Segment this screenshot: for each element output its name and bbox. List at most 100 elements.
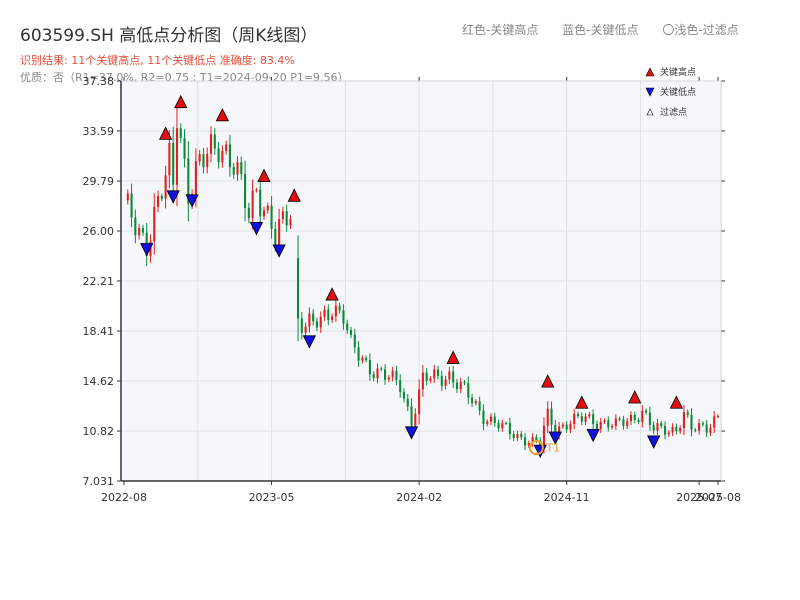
candle-body: [614, 418, 617, 426]
chart-title: 603599.SH 高低点分析图（周K线图）: [20, 26, 318, 46]
candle-body: [289, 218, 292, 226]
candle-body: [164, 175, 167, 199]
candle-body: [478, 401, 481, 411]
legend-low-label: 关键低点: [660, 86, 696, 98]
candle-body: [489, 416, 493, 422]
x-tick-label: 2022-08: [101, 491, 147, 504]
candle-body: [308, 313, 311, 327]
candle-body: [448, 371, 451, 380]
candle-body: [599, 421, 602, 429]
x-tick-label: 2025-08: [695, 491, 741, 504]
key-high-marker: [541, 374, 555, 388]
candle-body: [296, 258, 300, 319]
markers: T1: [140, 94, 684, 459]
candle-body: [440, 375, 443, 386]
candle-body: [508, 423, 511, 435]
legend-filtered-icon: [646, 108, 654, 116]
candle-body: [183, 137, 186, 159]
candle-body: [709, 427, 712, 433]
candle-body: [607, 420, 610, 428]
candle-body: [266, 205, 269, 211]
candle-body: [202, 154, 205, 168]
key-low-marker: [586, 428, 600, 443]
candle-body: [561, 424, 564, 427]
candle-body: [391, 370, 394, 378]
candle-body: [629, 414, 633, 422]
candle-body: [618, 418, 621, 420]
top-legend-low: 蓝色-关键低点: [562, 23, 639, 37]
candle-body: [686, 412, 689, 415]
candle-body: [240, 162, 243, 175]
key-low-marker: [249, 222, 264, 236]
candle-body: [179, 128, 182, 138]
candle-body: [531, 437, 534, 444]
candle-body: [372, 374, 375, 379]
candle-body: [244, 174, 247, 208]
candle-body: [304, 326, 307, 333]
candle-body: [342, 310, 345, 324]
candle-body: [217, 148, 220, 163]
candle-body: [368, 360, 371, 375]
candle-body: [421, 372, 424, 390]
candle-body: [160, 195, 163, 199]
candle-body: [425, 372, 428, 381]
candle-body: [187, 158, 190, 204]
candle-body: [141, 227, 144, 233]
key-low-marker: [166, 190, 180, 204]
candle-body: [565, 424, 568, 430]
candle-body: [194, 161, 197, 195]
candle-body: [611, 425, 614, 428]
result-summary: 识别结果: 11个关键高点, 11个关键低点 准确度: 83.4%: [20, 54, 295, 67]
candle-body: [444, 379, 447, 386]
legend-filtered-label: 过滤点: [660, 106, 687, 118]
candle-body: [410, 406, 413, 426]
candle-body: [671, 426, 674, 433]
candle-body: [319, 316, 322, 328]
x-tick-label: 2024-02: [396, 491, 442, 504]
candle-body: [645, 410, 648, 413]
candle-body: [357, 347, 360, 361]
key-low-marker: [647, 435, 661, 449]
key-high-marker: [215, 108, 230, 122]
candle-body: [334, 305, 337, 317]
candle-body: [138, 227, 141, 236]
key-high-marker: [174, 94, 188, 109]
candle-body: [633, 414, 636, 420]
candle-body: [694, 429, 697, 431]
candle-body: [130, 193, 133, 218]
candle-body: [323, 309, 326, 317]
candle-body: [209, 134, 213, 154]
candle-body: [592, 414, 595, 424]
y-tick-label: 37.38: [83, 75, 115, 88]
y-tick-label: 7.031: [83, 475, 115, 488]
candle-body: [648, 412, 651, 425]
key-high-marker: [257, 168, 271, 182]
candle-body: [232, 167, 235, 175]
candle-body: [198, 154, 201, 162]
candle-body: [414, 413, 417, 426]
candle-body: [542, 425, 546, 446]
y-tick-label: 22.21: [83, 275, 115, 288]
candle-body: [395, 370, 398, 381]
candle-body: [262, 210, 266, 217]
candle-body: [236, 162, 239, 175]
candle-body: [603, 420, 606, 422]
candle-body: [698, 423, 701, 431]
key-low-marker: [272, 244, 286, 258]
top-legend-high: 红色-关键高点: [462, 23, 539, 37]
key-high-marker: [287, 188, 301, 202]
key-high-marker: [669, 395, 684, 409]
candle-body: [251, 190, 254, 219]
candle-body: [221, 150, 224, 163]
candle-body: [505, 423, 508, 425]
y-tick-label: 29.79: [83, 175, 115, 188]
candle-body: [713, 416, 716, 428]
key-low-marker: [185, 194, 199, 208]
candle-body: [270, 205, 273, 229]
candle-body: [172, 142, 175, 185]
axes: 37.38 33.59 29.79 26.00 22.21 18.41 14.62 10.82…: [83, 75, 741, 504]
candle-body: [482, 410, 485, 424]
candle-body: [213, 134, 216, 149]
candle-body: [520, 433, 523, 438]
